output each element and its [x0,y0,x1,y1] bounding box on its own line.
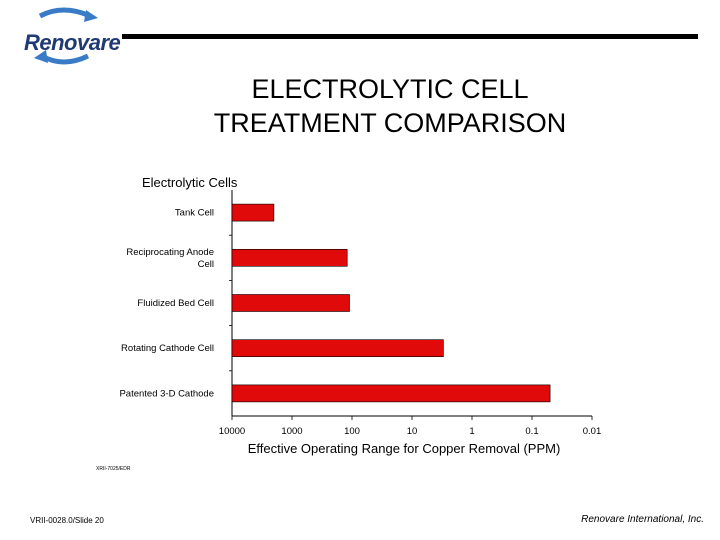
x-tick-label-5: 1 [469,426,474,437]
x-tick-label-6: 0.1 [525,426,538,437]
logo-swoosh-icon [34,7,98,65]
bar-1 [231,203,275,222]
slide-title: ELECTROLYTIC CELL TREATMENT COMPARISON [60,72,720,140]
slide-title-line-1: ELECTROLYTIC CELL [251,74,529,104]
category-label-5: Patented 3-D Cathode [119,388,214,399]
category-label-1: Tank Cell [175,208,214,219]
header-rule [122,34,698,39]
logo-wordmark: Renovare [24,30,121,55]
slide-number: VRII-0028.0/Slide 20 [30,516,104,525]
x-tick-label-2: 1000 [281,426,302,437]
bar-3 [231,294,350,312]
x-tick-label-3: 100 [344,426,360,437]
company-name: Renovare International, Inc. [581,514,704,525]
renovare-logo: Renovare [18,6,121,68]
x-tick-label-7: 0.01 [583,426,602,437]
chart-title: Electrolytic Cells [142,175,238,190]
x-tick-label-1: 10000 [219,426,245,437]
category-label-4: Rotating Cathode Cell [121,343,214,354]
slide-title-line-2: TREATMENT COMPARISON [213,108,567,138]
bar-4 [231,339,444,358]
chart-annotation: XRII-7025/EDR [96,466,131,472]
bar-5 [231,384,551,403]
category-label-3: Fluidized Bed Cell [137,298,214,309]
x-tick-label-4: 10 [407,426,418,437]
category-label-2: Reciprocating Anode Cell [126,247,214,270]
bar-2 [231,249,348,267]
x-axis-label: Effective Operating Range for Copper Rem… [248,441,561,456]
